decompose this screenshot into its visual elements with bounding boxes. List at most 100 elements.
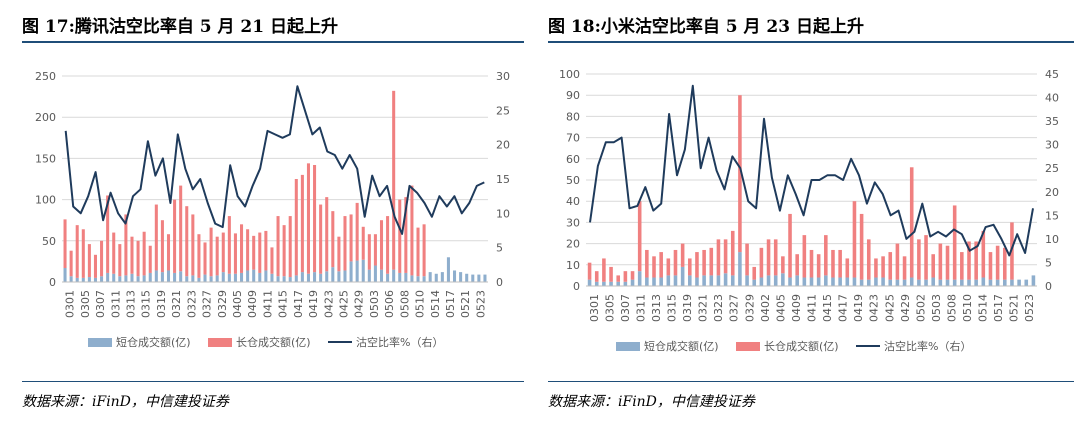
x-tick-label: 0327 bbox=[201, 290, 214, 318]
long-bar bbox=[355, 202, 359, 261]
x-tick-label: 0417 bbox=[292, 290, 305, 318]
long-bar bbox=[616, 275, 621, 282]
long-bar bbox=[240, 224, 244, 273]
short-bar bbox=[594, 281, 599, 286]
long-bar bbox=[416, 227, 420, 277]
y-left-tick-label: 0 bbox=[573, 280, 580, 293]
x-tick-label: 0510 bbox=[414, 290, 427, 318]
short-bar bbox=[938, 279, 943, 286]
long-bar bbox=[288, 216, 292, 278]
x-tick-label: 0323 bbox=[185, 290, 198, 318]
short-bar bbox=[745, 275, 749, 286]
short-bar bbox=[233, 273, 237, 282]
short-bar bbox=[337, 271, 341, 282]
short-bar bbox=[816, 277, 821, 286]
long-bar bbox=[306, 163, 310, 274]
long-bar bbox=[995, 245, 1000, 280]
short-bar bbox=[730, 275, 735, 286]
short-bar bbox=[709, 275, 714, 286]
short-bar bbox=[477, 274, 481, 282]
xiaomi-chart-svg: 0102030405060708090100051015202530354045… bbox=[559, 68, 1059, 353]
long-bar bbox=[154, 204, 158, 271]
short-bar bbox=[313, 272, 317, 282]
long-bar bbox=[738, 95, 742, 253]
x-tick-label: 0429 bbox=[899, 294, 912, 322]
short-bar bbox=[288, 277, 292, 282]
short-bar bbox=[688, 275, 692, 286]
short-bar bbox=[773, 275, 778, 286]
short-bar bbox=[1031, 275, 1036, 286]
long-bar bbox=[960, 252, 964, 280]
long-bar bbox=[645, 249, 649, 278]
short-bar bbox=[902, 279, 907, 286]
long-bar bbox=[386, 216, 390, 274]
short-bar bbox=[666, 275, 671, 286]
short-bar bbox=[446, 257, 450, 282]
legend-label-ratio: 沽空比率%（右） bbox=[884, 339, 971, 353]
long-bar bbox=[866, 239, 871, 280]
x-tick-label: 0425 bbox=[883, 294, 896, 322]
long-bar bbox=[300, 174, 304, 273]
long-bar bbox=[852, 201, 857, 278]
long-bar bbox=[895, 243, 900, 280]
short-bar bbox=[616, 281, 621, 286]
short-bar bbox=[931, 277, 935, 286]
short-bar bbox=[81, 277, 85, 282]
x-tick-label: 0321 bbox=[170, 290, 183, 318]
chart-panel-xiaomi: 图 18:小米沽空比率自 5 月 23 日起上升 0 10 20 30 40 50 60 70… bbox=[540, 0, 1080, 422]
short-bar bbox=[173, 272, 177, 282]
x-tick-label: 0417 bbox=[837, 294, 850, 322]
legend-label-long: 长仓成交额(亿) bbox=[236, 335, 311, 349]
long-bar bbox=[398, 199, 402, 273]
short-bar bbox=[645, 277, 649, 286]
short-bar bbox=[702, 275, 706, 286]
y-right-tick-label: 15 bbox=[496, 173, 510, 186]
short-bar bbox=[453, 270, 457, 282]
short-bar bbox=[373, 265, 377, 282]
title-rule bbox=[22, 41, 524, 43]
chart-title: 图 18:小米沽空比率自 5 月 23 日起上升 bbox=[548, 17, 865, 37]
x-tick-label: 0523 bbox=[474, 290, 487, 318]
long-bar bbox=[87, 244, 91, 278]
x-tick-label: 0313 bbox=[124, 290, 137, 318]
long-bar bbox=[404, 197, 408, 273]
long-bar bbox=[203, 242, 207, 275]
x-tick-label: 0503 bbox=[930, 294, 943, 322]
x-tick-label: 0502 bbox=[914, 294, 927, 322]
x-tick-label: 0415 bbox=[821, 294, 834, 322]
short-bar bbox=[483, 274, 487, 282]
x-tick-label: 0405 bbox=[231, 290, 244, 318]
title-rule bbox=[548, 41, 1074, 43]
short-bar bbox=[471, 274, 475, 282]
long-bar bbox=[1002, 247, 1007, 280]
chart-title: 图 17:腾讯沽空比率自 5 月 21 日起上升 bbox=[22, 17, 339, 37]
long-bar bbox=[282, 225, 286, 277]
long-bar bbox=[136, 240, 140, 277]
short-bar bbox=[465, 273, 469, 282]
long-bar bbox=[623, 271, 628, 282]
short-bar bbox=[752, 279, 757, 286]
x-tick-label: 0327 bbox=[728, 294, 741, 322]
y-right-tick-label: 5 bbox=[1045, 256, 1052, 269]
y-left-tick-label: 70 bbox=[566, 132, 580, 145]
y-left-tick-label: 90 bbox=[566, 89, 580, 102]
long-bar bbox=[795, 254, 799, 276]
short-bar bbox=[881, 277, 885, 286]
short-bar bbox=[440, 272, 444, 282]
short-bar bbox=[404, 272, 408, 282]
short-bar bbox=[1010, 279, 1014, 286]
short-bar bbox=[917, 279, 921, 286]
short-bar bbox=[185, 276, 189, 282]
short-bar bbox=[1024, 279, 1029, 286]
x-tick-label: 0329 bbox=[743, 294, 756, 322]
long-bar bbox=[69, 250, 73, 277]
long-bar bbox=[197, 234, 201, 278]
y-left-tick-label: 60 bbox=[566, 153, 580, 166]
x-tick-label: 0313 bbox=[650, 294, 663, 322]
long-bar bbox=[909, 167, 914, 278]
x-tick-label: 0419 bbox=[307, 290, 320, 318]
short-bar bbox=[69, 276, 73, 282]
x-tick-label: 0429 bbox=[353, 290, 366, 318]
short-bar bbox=[343, 270, 347, 282]
